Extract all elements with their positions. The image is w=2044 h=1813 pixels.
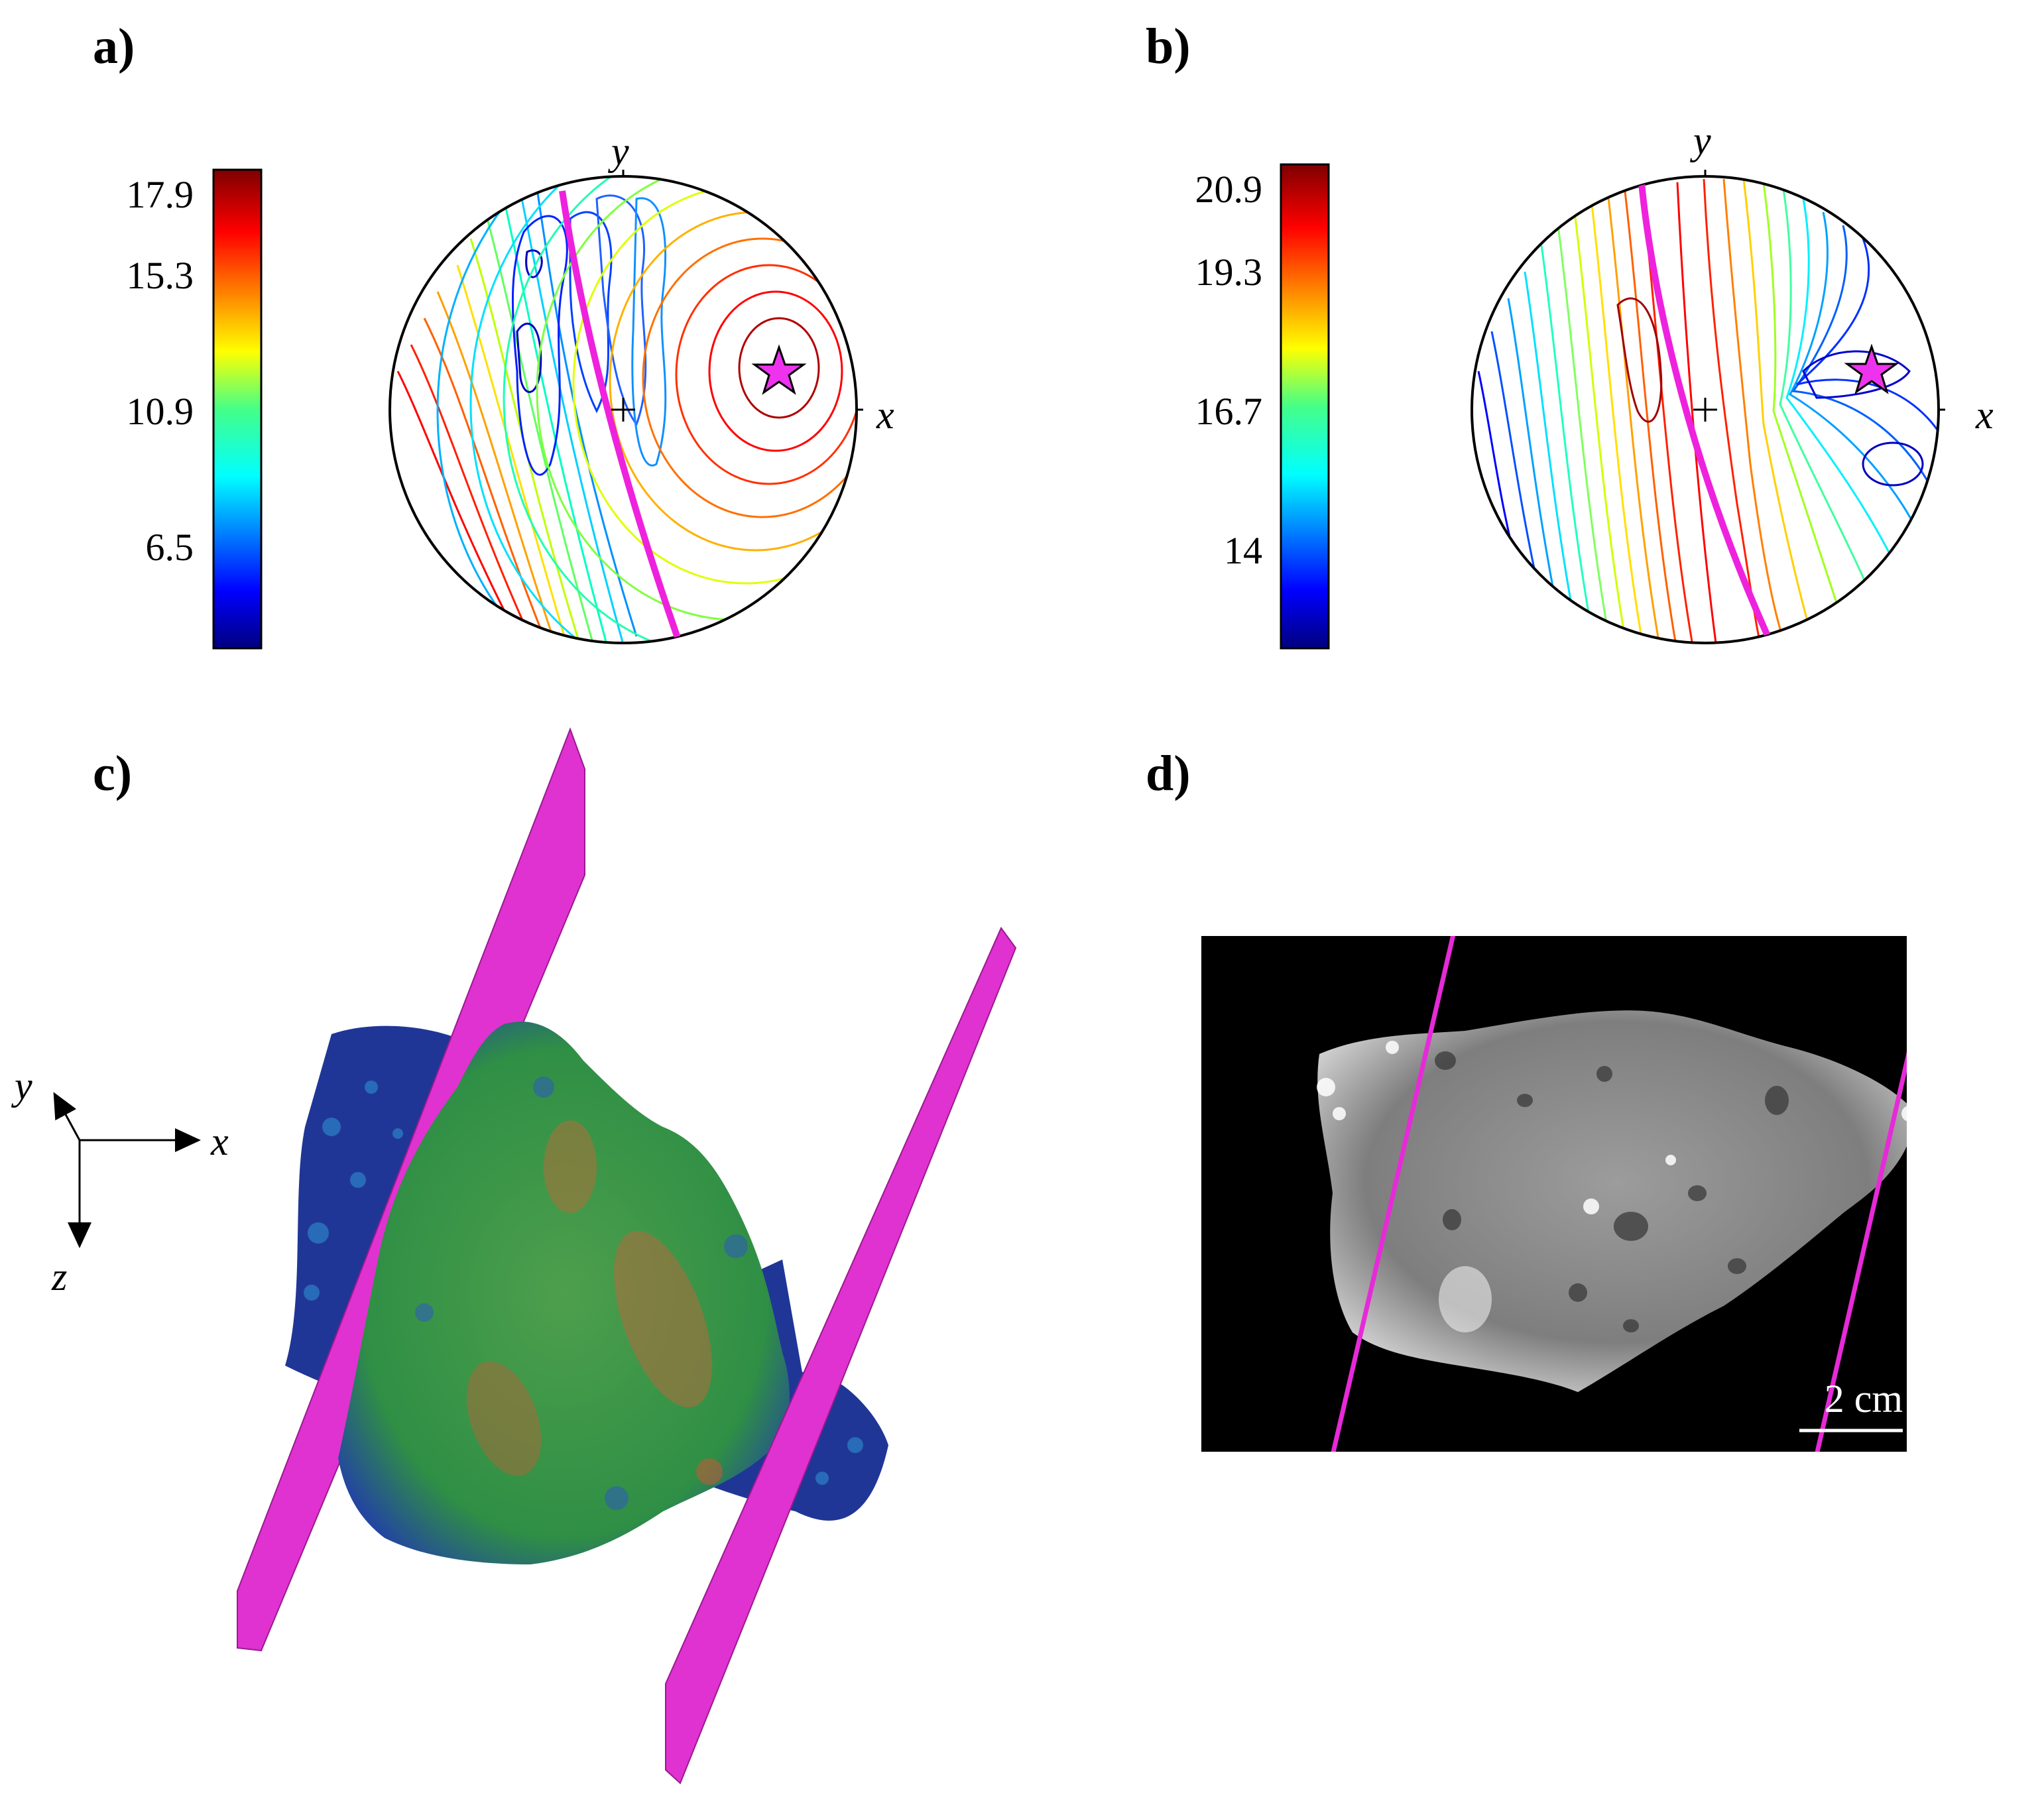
panel-d-label: d) [1146,746,1191,801]
colorbar-a-tick-1: 17.9 [127,173,194,216]
star-marker-b [1844,343,1899,394]
center-cross-b [1693,398,1717,422]
axis-y-label-b: y [1689,119,1711,162]
colorbar-a-tick-4: 6.5 [146,526,194,569]
colorbar-b-tick-3: 16.7 [1195,390,1263,433]
star-marker-a [751,344,807,395]
stereonet-b: y x [1471,119,1994,644]
panel-b: b) 20.9 19.3 16.7 14 [1146,19,1994,650]
colorbar-a [212,168,263,650]
panel-c-label: c) [93,746,132,801]
plane-line-left [1331,936,1456,1452]
panel-a: a) 17.9 15.3 10.9 6.5 [93,19,894,650]
plane-trace-a [559,190,681,639]
center-cross-a [611,398,635,422]
plane-line-right [1815,1051,1907,1452]
axis-x-label-a: x [876,393,894,437]
ct-slice [1317,936,1907,1452]
colorbar-a-tick-2: 15.3 [127,254,194,297]
triad-y-label: y [11,1064,32,1108]
axis-triad: x y z [11,1064,229,1299]
panel-a-label: a) [93,19,135,74]
panel-a-colorbar: 17.9 15.3 10.9 6.5 [127,168,263,650]
cutting-plane-front [665,927,1017,1784]
panel-d: d) 2 cm [1146,746,1907,1452]
colorbar-b-tick-4: 14 [1224,529,1262,572]
panel-b-label: b) [1146,19,1191,74]
plane-trace-b [1638,182,1773,643]
colorbar-b-tick-2: 19.3 [1195,251,1263,294]
panel-c: c) x y z [11,727,1017,1784]
rock-texture [415,1077,748,1510]
colorbar-b-tick-1: 20.9 [1195,168,1263,211]
colorbar-a-tick-3: 10.9 [127,390,194,433]
panel-b-colorbar: 20.9 19.3 16.7 14 [1195,163,1330,650]
axis-y-label-a: y [607,129,629,173]
rock-front-surface [338,1022,790,1564]
scale-bar-label: 2 cm [1825,1377,1903,1421]
triad-x-label: x [210,1120,229,1163]
axis-x-label-b: x [1975,393,1994,437]
colorbar-b [1280,163,1330,650]
triad-z-label: z [51,1255,67,1299]
contours-b [1477,178,1939,643]
stereonet-a: y x [389,129,894,644]
